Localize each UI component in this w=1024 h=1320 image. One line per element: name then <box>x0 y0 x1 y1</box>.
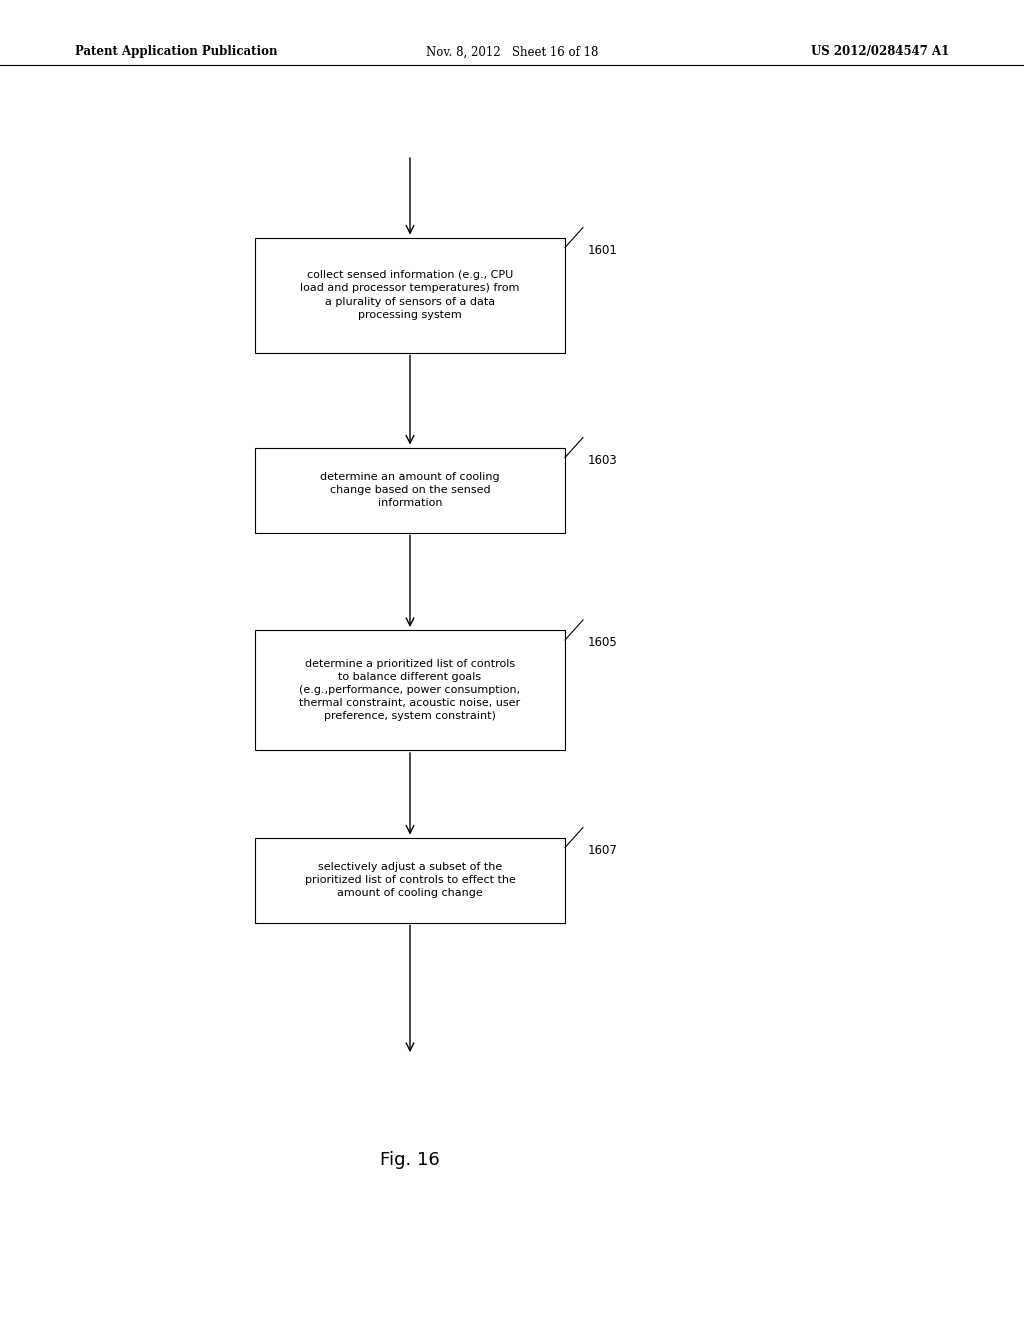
Bar <box>255 630 565 750</box>
Text: Patent Application Publication: Patent Application Publication <box>75 45 278 58</box>
Text: determine an amount of cooling
change based on the sensed
information: determine an amount of cooling change ba… <box>321 471 500 508</box>
Text: Fig. 16: Fig. 16 <box>380 1151 440 1170</box>
Bar <box>255 238 565 352</box>
Text: 1603: 1603 <box>588 454 617 466</box>
Text: Nov. 8, 2012   Sheet 16 of 18: Nov. 8, 2012 Sheet 16 of 18 <box>426 45 598 58</box>
Text: determine a prioritized list of controls
to balance different goals
(e.g.,perfor: determine a prioritized list of controls… <box>299 659 520 722</box>
Text: collect sensed information (e.g., CPU
load and processor temperatures) from
a pl: collect sensed information (e.g., CPU lo… <box>300 271 520 319</box>
Text: 1605: 1605 <box>588 636 617 649</box>
Text: US 2012/0284547 A1: US 2012/0284547 A1 <box>811 45 949 58</box>
Bar <box>255 447 565 532</box>
Text: selectively adjust a subset of the
prioritized list of controls to effect the
am: selectively adjust a subset of the prior… <box>304 862 515 898</box>
Text: 1607: 1607 <box>588 843 617 857</box>
Text: 1601: 1601 <box>588 243 617 256</box>
Bar <box>255 837 565 923</box>
